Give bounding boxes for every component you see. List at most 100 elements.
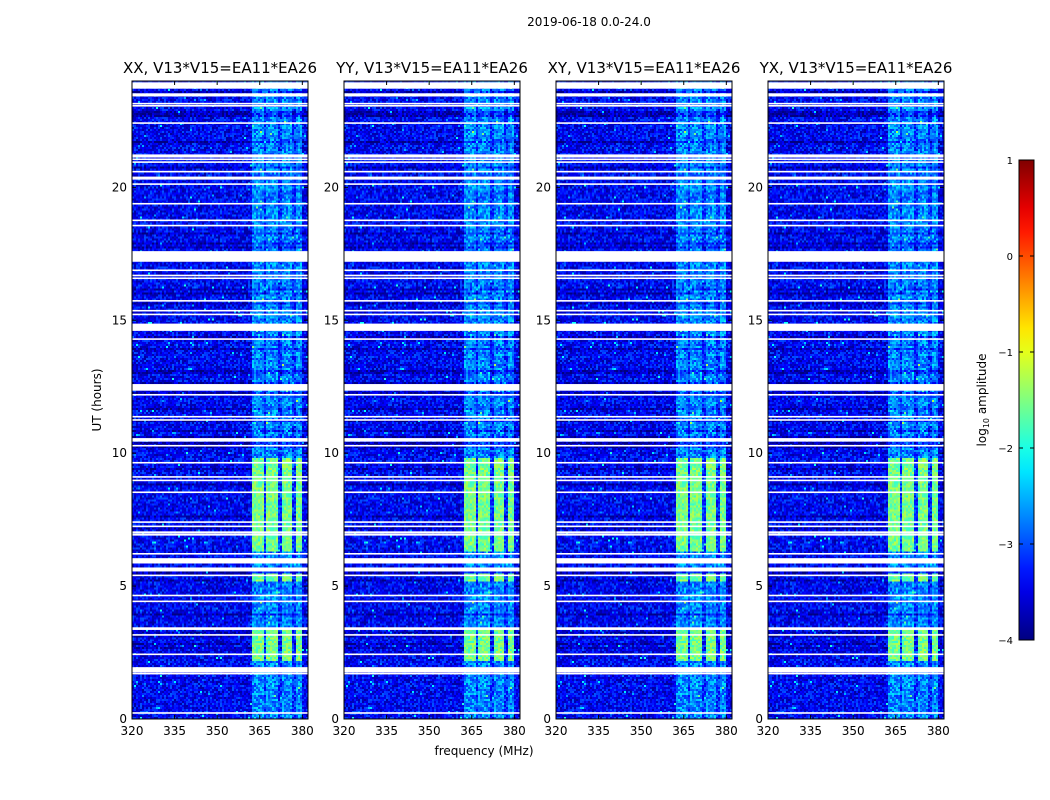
flag-line xyxy=(344,309,520,312)
colorbar-label-rest: amplitude xyxy=(975,354,989,418)
flag-line xyxy=(132,444,308,447)
panel-title: XX, V13*V15=EA11*EA26 xyxy=(123,59,317,77)
flagged-time-range xyxy=(556,324,732,331)
flag-line xyxy=(132,574,308,577)
spectrogram-image xyxy=(768,81,944,719)
flag-line xyxy=(556,274,732,277)
flag-line xyxy=(768,476,944,478)
y-tick-label: 10 xyxy=(324,446,339,460)
panel-frame xyxy=(555,80,733,720)
flag-line xyxy=(344,183,520,185)
flag-line xyxy=(132,309,308,312)
flag-line xyxy=(556,491,732,494)
flag-line xyxy=(132,224,308,227)
x-tick-label: 335 xyxy=(587,724,610,738)
flag-line xyxy=(132,672,308,675)
flag-line xyxy=(556,552,732,555)
flag-line xyxy=(132,525,308,528)
flag-line xyxy=(344,479,520,482)
colorbar-tick-label: −4 xyxy=(998,636,1013,647)
flag-line xyxy=(132,552,308,555)
flagged-time-range xyxy=(768,627,944,630)
flagged-time-range xyxy=(132,567,308,572)
flag-line xyxy=(344,154,520,156)
y-tick-label: 0 xyxy=(331,712,339,726)
panels-group: XX, V13*V15=EA11*EA26 320 335 350 365 380 0 5 10… xyxy=(112,59,953,738)
flagged-time-range xyxy=(768,82,944,88)
flag-line xyxy=(768,154,944,156)
flag-line xyxy=(344,653,520,656)
flag-line xyxy=(556,444,732,447)
flag-line xyxy=(132,479,308,482)
flag-line xyxy=(132,461,308,464)
flag-line xyxy=(768,183,944,185)
flagged-time-range xyxy=(132,384,308,391)
flag-line xyxy=(556,300,732,302)
flag-line xyxy=(344,600,520,603)
y-tick-label: 15 xyxy=(748,313,763,327)
flag-line xyxy=(344,634,520,636)
flag-line xyxy=(768,444,944,447)
flag-line xyxy=(768,104,944,107)
y-tick-label: 5 xyxy=(543,579,551,593)
flag-line xyxy=(132,476,308,478)
flag-line xyxy=(556,161,732,163)
flag-line xyxy=(768,393,944,396)
y-tick-label: 20 xyxy=(324,180,339,194)
colorbar-label: log10 amplitude xyxy=(975,354,991,447)
flagged-time-range xyxy=(768,324,944,331)
flag-line xyxy=(556,479,732,482)
flag-line xyxy=(132,419,308,421)
flag-line xyxy=(768,178,944,180)
flag-line xyxy=(556,170,732,173)
flag-line xyxy=(344,525,520,528)
flagged-time-range xyxy=(556,567,732,572)
flag-line xyxy=(132,170,308,173)
flag-line xyxy=(768,102,944,105)
x-tick-label: 335 xyxy=(799,724,822,738)
x-tick-label: 335 xyxy=(375,724,398,738)
flag-line xyxy=(768,438,944,441)
panel-4: YX, V13*V15=EA11*EA26 320 335 350 365 380 0 5 10… xyxy=(748,59,953,738)
y-tick-label: 15 xyxy=(536,313,551,327)
flag-line xyxy=(556,104,732,107)
x-tick-label: 365 xyxy=(884,724,907,738)
flagged-time-range xyxy=(132,251,308,262)
panel-3: XY, V13*V15=EA11*EA26 320 335 350 365 380 0 5 10… xyxy=(536,59,741,738)
flagged-time-range xyxy=(344,384,520,391)
flag-line xyxy=(768,534,944,536)
flag-line xyxy=(768,574,944,577)
flag-line xyxy=(556,338,732,340)
flag-line xyxy=(132,594,308,597)
flagged-time-range xyxy=(768,567,944,572)
flagged-time-range xyxy=(344,667,520,673)
flag-line xyxy=(556,93,732,96)
flag-line xyxy=(768,277,944,280)
flag-line xyxy=(556,476,732,478)
flagged-time-range xyxy=(132,324,308,331)
flag-line xyxy=(768,313,944,316)
flag-line xyxy=(344,574,520,577)
flag-line xyxy=(768,269,944,272)
flag-line xyxy=(344,155,520,158)
spectrogram-image xyxy=(556,81,732,719)
flag-line xyxy=(344,93,520,96)
flag-line xyxy=(556,277,732,280)
y-tick-label: 5 xyxy=(119,579,127,593)
flag-line xyxy=(132,277,308,280)
colorbar-tick-label: 0 xyxy=(1007,252,1013,263)
flag-line xyxy=(132,202,308,205)
flagged-time-range xyxy=(768,384,944,391)
panel-frame xyxy=(131,80,309,720)
y-axis-label: UT (hours) xyxy=(90,368,104,431)
colorbar-tick-label: −3 xyxy=(998,540,1013,551)
x-tick-label: 380 xyxy=(927,724,950,738)
flag-line xyxy=(556,313,732,316)
flag-line xyxy=(556,219,732,222)
x-tick-label: 320 xyxy=(757,724,780,738)
flag-line xyxy=(556,94,732,97)
panel-frame xyxy=(343,80,521,720)
flag-line xyxy=(132,534,308,536)
flag-line xyxy=(344,438,520,441)
flag-line xyxy=(556,419,732,421)
